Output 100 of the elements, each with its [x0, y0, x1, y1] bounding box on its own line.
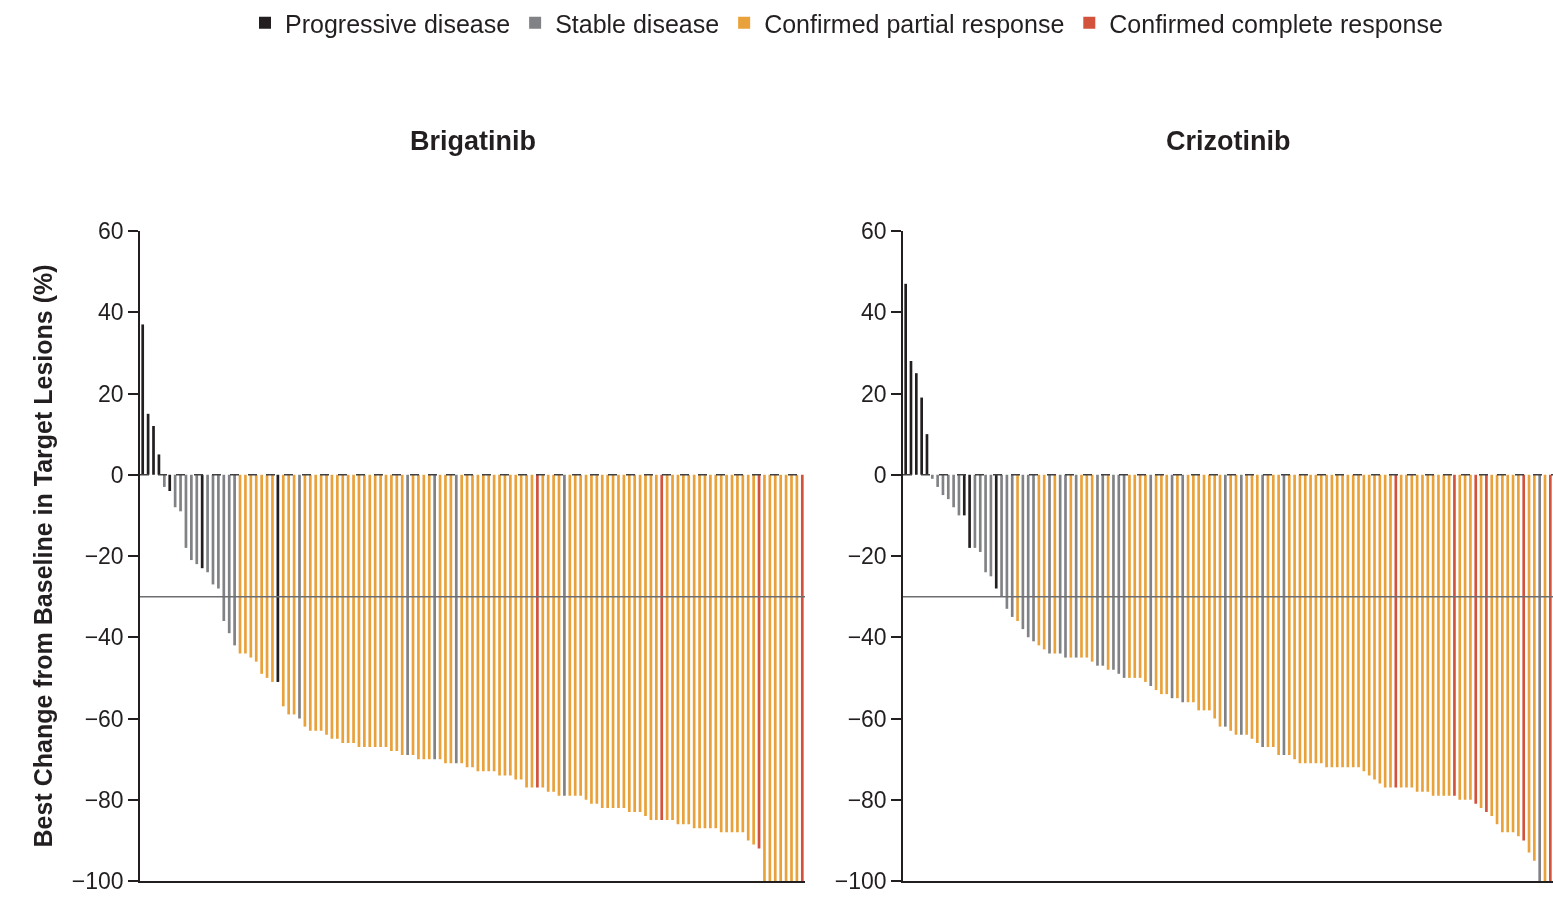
bar	[779, 474, 783, 881]
y-tick-label: −80	[847, 786, 887, 813]
bar	[427, 474, 431, 760]
bar	[719, 474, 723, 833]
bar	[633, 474, 637, 812]
bar	[1176, 474, 1179, 699]
bar	[422, 474, 426, 760]
bar	[994, 474, 998, 589]
y-tick-label: −60	[847, 705, 887, 732]
bar	[952, 474, 955, 508]
y-tick-label: 0	[110, 461, 124, 488]
bar	[1335, 474, 1339, 768]
bar	[930, 474, 934, 479]
bar	[1000, 474, 1003, 597]
bar	[627, 474, 631, 812]
bar	[1026, 474, 1030, 638]
bar	[1357, 474, 1360, 768]
bar	[1144, 474, 1147, 682]
bar	[617, 474, 620, 808]
bar	[736, 474, 739, 833]
bar	[1474, 474, 1478, 804]
bar	[1319, 474, 1323, 764]
bar	[1085, 474, 1089, 658]
bar	[1213, 474, 1217, 719]
bar	[1058, 474, 1062, 654]
bar	[1501, 474, 1504, 833]
bar	[1309, 474, 1312, 764]
bar	[206, 474, 209, 573]
bar	[1287, 474, 1291, 756]
chart-title: Crizotinib	[1166, 126, 1291, 156]
y-tick-label: −80	[84, 786, 124, 813]
bar	[1453, 474, 1456, 796]
bar	[1389, 474, 1392, 788]
bar	[1239, 474, 1243, 735]
bar	[1032, 474, 1035, 642]
bar	[968, 474, 971, 548]
y-tick-label: 60	[98, 218, 124, 245]
bar	[1469, 474, 1472, 800]
bar	[260, 474, 263, 674]
bar	[1229, 474, 1232, 731]
bar	[1080, 474, 1083, 658]
bar	[914, 373, 918, 475]
bar	[1042, 474, 1046, 650]
bar	[352, 474, 355, 743]
bar	[946, 474, 950, 500]
bar	[1160, 474, 1163, 695]
bar	[1048, 474, 1051, 654]
bar	[1426, 474, 1430, 792]
bar	[379, 474, 382, 747]
bar	[1224, 474, 1227, 727]
y-tick-label: −40	[847, 624, 887, 651]
bar	[1367, 474, 1371, 776]
bar	[654, 474, 658, 821]
bar	[687, 474, 691, 825]
bar	[308, 474, 312, 731]
bar	[936, 474, 939, 487]
bar	[563, 474, 566, 796]
bar	[1245, 474, 1248, 735]
y-tick-label: −20	[847, 543, 887, 570]
bar	[222, 474, 226, 621]
legend-label: Confirmed partial response	[764, 9, 1065, 38]
bar	[1421, 474, 1424, 792]
bar	[752, 474, 755, 845]
bar	[368, 474, 372, 747]
bar	[390, 474, 393, 751]
bar	[741, 474, 745, 833]
bar	[406, 474, 409, 756]
bar	[1373, 474, 1376, 780]
bar	[1016, 474, 1019, 621]
bar	[1490, 474, 1494, 816]
bar	[162, 474, 166, 487]
bar	[1010, 474, 1014, 617]
bar	[217, 474, 220, 589]
bar	[962, 474, 966, 516]
bar	[773, 474, 777, 881]
bar	[1101, 474, 1105, 666]
bar	[481, 474, 485, 772]
bar	[433, 474, 437, 760]
bar	[525, 474, 528, 788]
bar	[395, 474, 399, 751]
y-tick-label: 40	[861, 299, 887, 326]
bar	[714, 474, 718, 829]
bar	[579, 474, 582, 796]
bar	[508, 474, 512, 776]
bar	[1112, 474, 1115, 670]
bar	[298, 474, 301, 719]
y-tick-label: −100	[834, 868, 887, 895]
bar	[682, 474, 685, 825]
bar	[471, 474, 474, 768]
bar	[978, 474, 982, 552]
bar	[1261, 474, 1264, 747]
bar	[249, 474, 253, 658]
bar	[1458, 474, 1462, 800]
bar	[1271, 474, 1275, 747]
chart-title: Brigatinib	[410, 126, 536, 156]
y-tick-label: 40	[98, 299, 124, 326]
bar	[1293, 474, 1296, 760]
bar	[568, 474, 572, 796]
bar	[698, 474, 701, 829]
bar	[460, 474, 464, 764]
